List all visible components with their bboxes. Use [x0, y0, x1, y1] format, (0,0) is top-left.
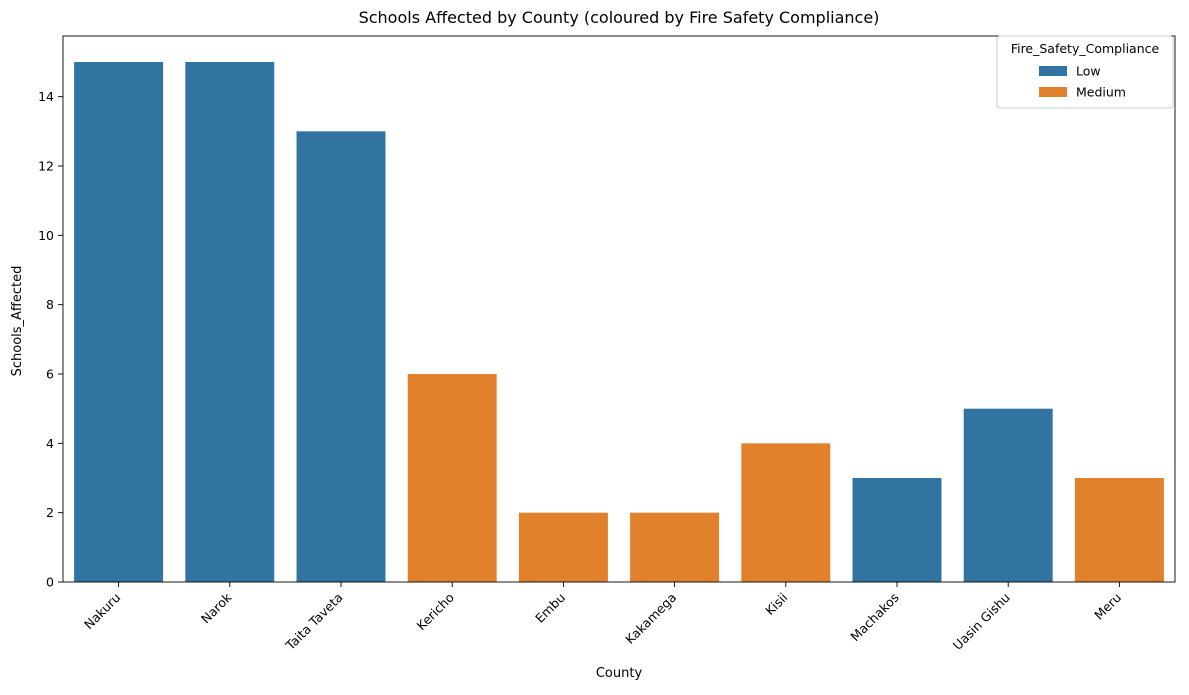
y-tick-label: 6	[46, 367, 54, 382]
x-tick-label: Kakamega	[622, 590, 679, 647]
legend-label-medium: Medium	[1076, 85, 1126, 100]
plot-frame	[62, 35, 1176, 583]
y-tick-label: 4	[46, 436, 54, 451]
y-tick-label: 2	[46, 505, 54, 520]
bar-narok	[185, 62, 275, 582]
plot-area: 0 2 4 6 8 10 12 14 Nakuru Narok Taita Taveta Kerich…	[38, 35, 1176, 654]
legend-swatch-low	[1039, 66, 1067, 76]
bar-uasin-gishu	[963, 408, 1053, 582]
bar-kericho	[407, 374, 497, 582]
x-axis-label: County	[596, 666, 643, 681]
bar-nakuru	[74, 62, 164, 582]
legend-label-low: Low	[1076, 64, 1101, 79]
bar-meru	[1074, 478, 1164, 582]
bar-kisii	[741, 443, 831, 582]
bar-kakamega	[630, 512, 720, 582]
y-tick-label: 14	[38, 89, 54, 104]
x-tick-label: Machakos	[847, 590, 901, 644]
x-tick-label: Kisii	[762, 590, 790, 618]
x-tick-label: Narok	[198, 589, 235, 626]
y-axis-label: Schools_Affected	[10, 266, 25, 377]
chart-title: Schools Affected by County (coloured by …	[359, 8, 880, 27]
legend-title: Fire_Safety_Compliance	[1011, 41, 1160, 56]
x-tick-label: Kericho	[414, 590, 457, 633]
x-tick-label: Taita Taveta	[282, 590, 346, 654]
x-tick-label: Uasin Gishu	[950, 590, 1013, 653]
bar-taita-taveta	[296, 131, 386, 582]
y-tick-label: 8	[46, 297, 54, 312]
x-tick-label: Embu	[532, 590, 568, 626]
x-tick-label: Nakuru	[81, 590, 123, 632]
legend-swatch-medium	[1039, 87, 1067, 97]
y-tick-label: 10	[38, 228, 54, 243]
bar-machakos	[852, 478, 942, 582]
y-tick-label: 12	[38, 159, 54, 174]
x-tick-label: Meru	[1091, 590, 1124, 623]
legend: Fire_Safety_Compliance Low Medium	[996, 35, 1174, 109]
bar-embu	[518, 512, 608, 582]
y-tick-label: 0	[46, 575, 54, 590]
